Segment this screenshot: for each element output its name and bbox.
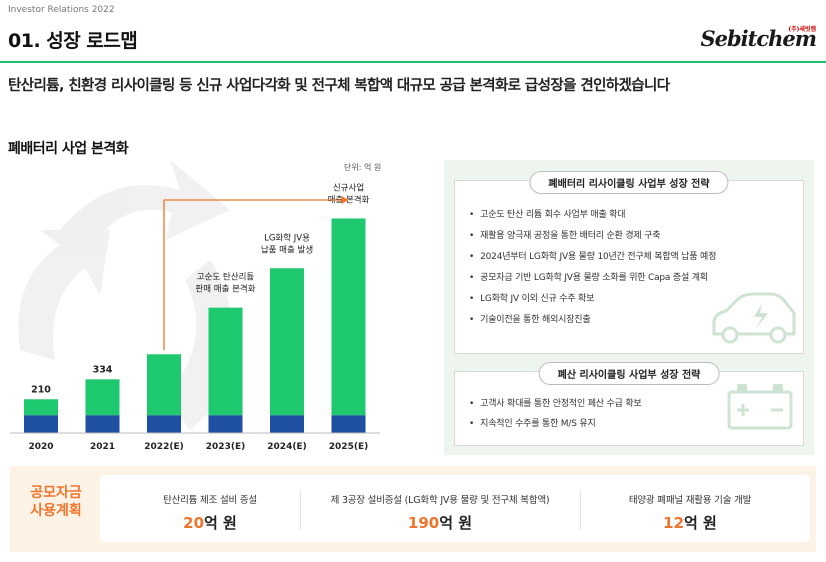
- battery-icon: [727, 384, 793, 430]
- bar: [208, 307, 243, 416]
- bar: [331, 218, 366, 416]
- fund-plan-divider: [300, 490, 301, 530]
- logo-subtext: (주)새빗켐: [788, 26, 816, 33]
- data-label: 210: [31, 384, 51, 395]
- annotation-label: 납품 매출 발생: [261, 244, 313, 255]
- fund-plan-title: 공모자금 사용계획: [30, 485, 82, 519]
- logo-text: Sebitchem: [700, 26, 817, 51]
- battery-strategy-title: 폐배터리 리사이클링 사업부 성장 전략: [529, 171, 729, 194]
- unit-label: 단위: 억 원: [344, 163, 382, 172]
- acid-strategy-item: 지속적인 수주를 통한 M/S 유지: [469, 416, 596, 429]
- fund-plan-item-amount: 12억 원: [663, 514, 717, 532]
- growth-arrow: [163, 199, 343, 351]
- bar: [270, 268, 304, 416]
- bar: [147, 354, 181, 416]
- fund-plan-item-label: 태양광 폐패널 재활용 기술 개발: [628, 495, 752, 506]
- bar-base: [147, 415, 181, 433]
- bar-base: [270, 415, 304, 433]
- acid-strategy-item: 고객사 확대를 통한 안정적인 폐산 수급 확보: [469, 396, 642, 409]
- fund-plan-item: 탄산리튬 제조 설비 증설 20억 원: [130, 492, 290, 533]
- section-title: 폐배터리 사업 본격화: [8, 141, 129, 157]
- x-tick-label: 2025(E): [329, 442, 368, 452]
- page-title: 01. 성장 로드맵: [8, 30, 138, 52]
- fund-plan-item: 태양광 폐패널 재활용 기술 개발 12억 원: [590, 492, 790, 533]
- battery-strategy-item: 고순도 탄산 리튬 회수 사업부 매출 확대: [469, 207, 625, 220]
- fund-plan-item-amount: 190억 원: [407, 514, 473, 532]
- acid-strategy-box: 폐산 리사이클링 사업부 성장 전략 고객사 확대를 통한 안정적인 폐산 수급…: [454, 362, 804, 446]
- data-label: 334: [93, 364, 113, 375]
- fund-plan-divider: [580, 490, 581, 530]
- bar-base: [85, 415, 120, 433]
- headline: 탄산리튬, 친환경 리사이클링 등 신규 사업다각화 및 전구체 복합액 대규모…: [8, 78, 670, 94]
- fund-plan-box: [100, 475, 810, 542]
- battery-strategy-item: 기술이전을 통한 해외시장진출: [469, 312, 591, 325]
- growth-arrow-head: [341, 196, 349, 204]
- x-tick-label: 2021: [90, 442, 115, 452]
- bar-base: [24, 415, 58, 433]
- annotation-label: 고순도 탄산리튬: [197, 272, 255, 283]
- x-tick-label: 2022(E): [144, 442, 183, 452]
- bar-base: [331, 415, 366, 433]
- fund-plan-item: 제 3공장 설비증설 (LG화학 JV용 물량 및 전구체 복합액) 190억 …: [310, 492, 570, 533]
- annotation-label: 신규사업: [333, 183, 364, 193]
- annotation-label: LG화학 JV용: [264, 232, 310, 243]
- revenue-bar-chart: 210 334 2020 2021 2022(E) 2023(E) 2024(E) 2025…: [10, 160, 380, 452]
- bar-base: [208, 415, 243, 433]
- company-logo: Sebitchem (주)새빗켐: [700, 26, 817, 51]
- annotation-label: 매출 본격화: [328, 194, 370, 205]
- battery-strategy-item: 재활용 양극재 공정을 통한 배터리 순환 경제 구축: [469, 228, 660, 241]
- electric-car-icon: [712, 292, 796, 344]
- acid-strategy-title: 폐산 리사이클링 사업부 성장 전략: [538, 362, 720, 385]
- ir-label: Investor Relations 2022: [8, 5, 115, 15]
- battery-strategy-item: LG화학 JV 이외 신규 수주 확보: [469, 291, 594, 304]
- annotation-label: 판매 매출 본격화: [195, 284, 255, 295]
- fund-plan-item-label: 제 3공장 설비증설 (LG화학 JV용 물량 및 전구체 복합액): [330, 495, 550, 506]
- x-tick-label: 2024(E): [267, 442, 306, 452]
- battery-strategy-item: 2024년부터 LG화학 JV용 물량 10년간 전구체 복합액 납품 예정: [469, 249, 716, 262]
- x-tick-label: 2023(E): [206, 442, 245, 452]
- battery-strategy-box: 폐배터리 리사이클링 사업부 성장 전략 고순도 탄산 리튬 회수 사업부 매출…: [454, 171, 804, 354]
- battery-strategy-item: 공모자금 기반 LG화학 JV용 물량 소화를 위한 Capa 증설 계획: [469, 270, 708, 283]
- header-divider: [0, 61, 826, 63]
- x-tick-label: 2020: [28, 442, 53, 452]
- fund-plan-item-amount: 20억 원: [183, 514, 237, 532]
- bar: [85, 379, 120, 416]
- bar: [24, 399, 58, 416]
- fund-plan-item-label: 탄산리튬 제조 설비 증설: [163, 495, 257, 506]
